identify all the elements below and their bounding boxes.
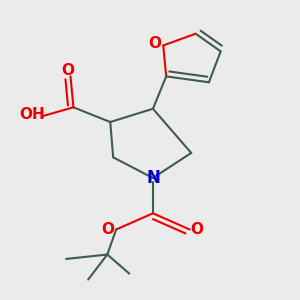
Text: O: O	[101, 222, 114, 237]
Text: O: O	[61, 63, 74, 78]
Text: N: N	[146, 169, 160, 187]
Text: OH: OH	[19, 107, 45, 122]
Text: O: O	[190, 222, 204, 237]
Text: O: O	[148, 36, 161, 51]
